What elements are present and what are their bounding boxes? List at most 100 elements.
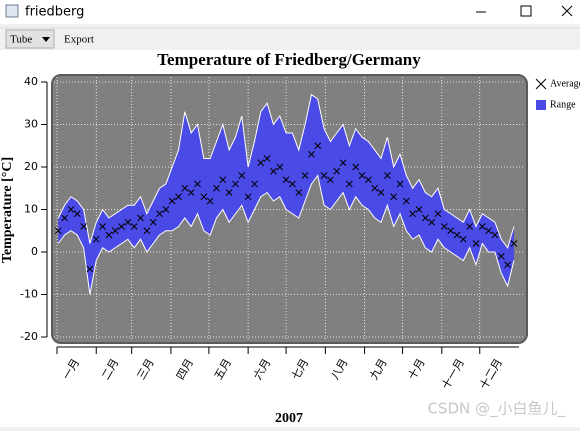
watermark: CSDN @_小白鱼儿_ (427, 400, 565, 419)
average-marker (301, 172, 309, 179)
title-bar (0, 0, 580, 24)
average-marker (327, 176, 334, 184)
average-marker (478, 223, 486, 230)
average-marker (257, 159, 265, 167)
close-button[interactable] (561, 5, 573, 17)
average-marker (105, 231, 113, 239)
range-area (58, 94, 514, 295)
average-marker (472, 240, 480, 247)
average-marker (238, 172, 246, 179)
average-marker (80, 223, 87, 230)
legend-swatch (535, 78, 547, 90)
x-axis-title: 2007 (275, 411, 303, 426)
average-marker (485, 227, 492, 235)
average-marker (295, 189, 303, 196)
average-marker (187, 189, 195, 196)
average-marker (181, 184, 189, 192)
average-marker (219, 176, 227, 184)
average-marker (289, 180, 296, 188)
y-tick-label: 0 (31, 245, 38, 258)
combo-box[interactable] (5, 29, 55, 49)
average-marker (244, 193, 252, 201)
average-marker (213, 184, 220, 192)
average-marker (143, 227, 151, 235)
average-marker (447, 227, 455, 235)
average-marker (194, 180, 201, 188)
average-marker (308, 150, 315, 158)
average-marker (130, 223, 138, 230)
average-marker (206, 197, 214, 205)
range-high (57, 93, 515, 249)
average-marker (73, 210, 81, 218)
average-marker (510, 240, 518, 247)
average-marker (466, 223, 473, 230)
average-marker (54, 227, 62, 235)
y-axis-title: Temperature [°C] (0, 157, 15, 263)
average-marker (365, 176, 372, 184)
average-marker (168, 197, 176, 205)
average-marker (346, 180, 353, 188)
average-marker (352, 163, 360, 171)
app-icon (5, 4, 19, 18)
average-marker (491, 231, 499, 239)
average-marker (61, 214, 68, 222)
legend-label: Range (550, 99, 576, 110)
average-marker (276, 163, 284, 171)
range-low (57, 174, 515, 295)
window-title: friedberg (25, 5, 84, 20)
average-marker (86, 265, 94, 273)
average-marker (156, 210, 163, 218)
average-marker (282, 176, 290, 184)
average-marker (390, 193, 398, 201)
average-marker (339, 159, 347, 167)
combo-arrow (42, 37, 50, 42)
average-marker (497, 252, 505, 260)
y-tick-label: -20 (20, 330, 38, 343)
average-marker (384, 172, 391, 179)
y-tick-label: 20 (24, 160, 38, 173)
average-marker (396, 180, 404, 188)
y-tick-label: 10 (24, 203, 38, 216)
average-marker (440, 223, 448, 230)
average-marker (225, 189, 233, 196)
average-marker (428, 218, 436, 226)
combo-text: Tube (10, 34, 32, 46)
average-marker (314, 142, 322, 150)
average-marker (232, 180, 239, 188)
y-tick-label: -10 (20, 288, 38, 301)
average-marker (251, 180, 258, 188)
average-marker (421, 214, 429, 222)
average-marker (409, 210, 417, 218)
average-marker (377, 189, 385, 196)
average-marker (263, 155, 271, 162)
average-marker (149, 218, 157, 226)
y-tick-label: 30 (24, 118, 38, 131)
average-marker (200, 193, 208, 201)
average-marker (504, 261, 511, 269)
legend-swatch (536, 100, 546, 110)
average-marker (415, 206, 423, 213)
average-marker (175, 193, 182, 201)
y-tick-label: 40 (24, 75, 38, 88)
average-marker (320, 172, 328, 179)
average-marker (111, 227, 119, 235)
average-marker (459, 235, 467, 243)
average-marker (92, 235, 100, 243)
average-marker (453, 231, 461, 239)
chart-title: Temperature of Friedberg/Germany (157, 50, 421, 69)
average-marker (371, 184, 379, 192)
legend-label: Average (550, 78, 580, 89)
export-button[interactable]: Export (64, 34, 94, 46)
average-marker (333, 167, 341, 175)
average-marker (162, 206, 170, 213)
average-marker (358, 172, 366, 179)
average-marker (137, 214, 144, 222)
maximize-button[interactable] (520, 5, 532, 17)
average-marker (67, 206, 75, 213)
average-marker (99, 223, 106, 230)
average-marker (402, 197, 410, 205)
average-marker (118, 223, 125, 230)
average-marker (434, 210, 442, 218)
